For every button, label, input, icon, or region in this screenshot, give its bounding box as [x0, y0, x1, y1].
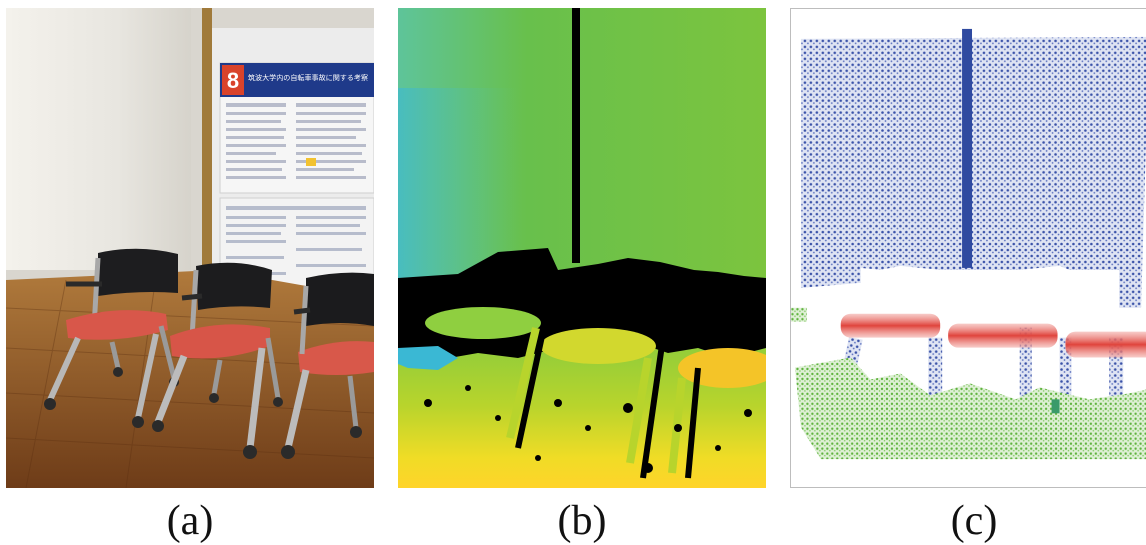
depth-map	[398, 8, 766, 488]
pole-points	[962, 28, 973, 268]
point-cloud	[791, 28, 1146, 460]
chair-1	[44, 248, 179, 428]
wall-points	[800, 36, 1146, 308]
chair-3	[281, 272, 374, 459]
floor-points	[794, 357, 1146, 460]
caption-a: (a)	[166, 498, 214, 544]
chair-2	[152, 262, 283, 459]
poster-title: 筑波大学内の自転車事故に関する考察	[248, 73, 368, 82]
rgb-photo: 8 筑波大学内の自転車事故に関する考察	[6, 8, 374, 488]
depth-seat-2	[540, 328, 656, 364]
poster-text-blocks	[226, 103, 366, 179]
caption-c: (c)	[950, 498, 998, 544]
rgb-photo-panel: 8 筑波大学内の自転車事故に関する考察	[6, 8, 374, 488]
seat-points-2	[948, 323, 1058, 348]
caption-b: (b)	[557, 498, 607, 544]
seat-points-1	[840, 313, 941, 338]
seat-points-3	[1065, 331, 1146, 358]
depth-pole	[572, 8, 580, 263]
poster-board-pole	[202, 8, 212, 308]
curtain	[6, 8, 191, 270]
poster-number: 8	[227, 68, 239, 93]
depth-seat-1	[425, 307, 541, 339]
point-cloud-panel	[790, 8, 1146, 488]
depth-map-panel	[398, 8, 766, 488]
